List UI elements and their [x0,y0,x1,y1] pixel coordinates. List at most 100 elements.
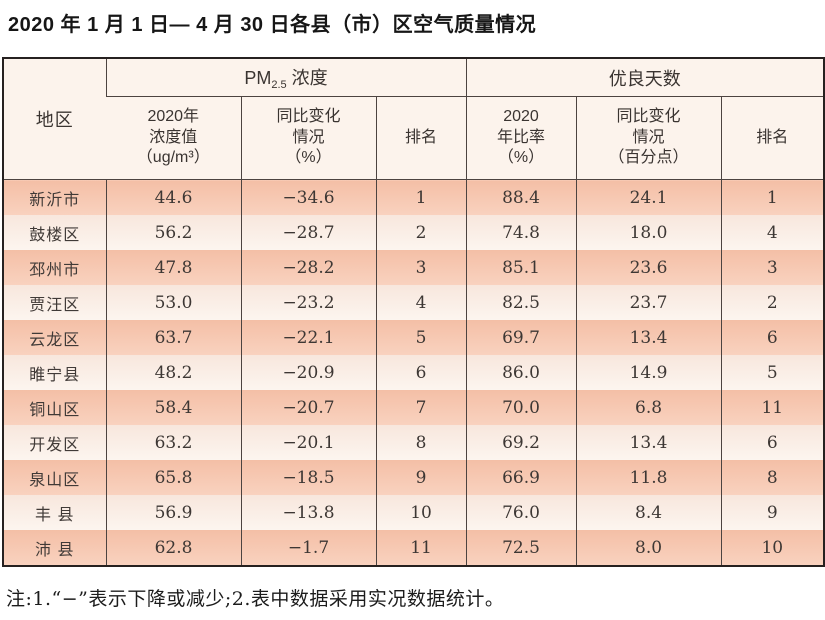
header-sub-row: 2020年 浓度值 （ug/m³） 同比变化 情况 （%） 排名 2020 年比… [3,96,825,180]
ratio-rank-cell: 6 [720,425,825,460]
ratio-rank-cell: 5 [720,355,825,390]
table-header: 地区 PM2.5 浓度 优良天数 2020年 浓度值 （ug/m³） 同比变化 … [3,58,825,180]
pm-value-cell: 63.2 [105,425,241,460]
table-row: 沛 县 62.8 −1.7 11 72.5 8.0 10 [3,530,825,566]
ratio-change-cell: 18.0 [575,215,722,250]
column-group-good-days: 优良天数 [465,58,825,97]
header-group-row: 地区 PM2.5 浓度 优良天数 [3,58,825,180]
region-cell: 泉山区 [3,460,106,495]
ratio-change-cell: 23.6 [575,250,722,285]
ratio-rank-cell: 4 [720,215,825,250]
ratio-cell: 70.0 [465,390,577,425]
ratio-cell: 86.0 [465,355,577,390]
pm-value-cell: 56.2 [105,215,241,250]
pm-change-cell: −13.8 [240,495,376,530]
footnote: 注:1.“−”表示下降或减少;2.表中数据采用实况数据统计。 [6,588,505,610]
ratio-change-cell: 14.9 [575,355,722,390]
ratio-rank-cell: 9 [720,495,825,530]
ratio-cell: 69.2 [465,425,577,460]
region-cell: 云龙区 [3,320,106,355]
table-row: 新沂市 44.6 −34.6 1 88.4 24.1 1 [3,179,825,215]
table-row: 云龙区 63.7 −22.1 5 69.7 13.4 6 [3,320,825,355]
region-cell: 丰 县 [3,495,106,530]
pm-change-cell: −23.2 [240,285,376,320]
pm-rank-cell: 7 [375,390,467,425]
region-cell: 新沂市 [3,179,106,215]
ratio-change-cell: 8.0 [575,530,722,566]
ratio-cell: 72.5 [465,530,577,566]
ratio-cell: 88.4 [465,179,577,215]
pm-rank-cell: 6 [375,355,467,390]
ratio-rank-cell: 1 [720,179,825,215]
region-cell: 鼓楼区 [3,215,106,250]
table-row: 邳州市 47.8 −28.2 3 85.1 23.6 3 [3,250,825,285]
region-cell: 邳州市 [3,250,106,285]
ratio-cell: 66.9 [465,460,577,495]
pm-change-cell: −20.7 [240,390,376,425]
ratio-change-cell: 8.4 [575,495,722,530]
table-row: 贾汪区 53.0 −23.2 4 82.5 23.7 2 [3,285,825,320]
table-row: 睢宁县 48.2 −20.9 6 86.0 14.9 5 [3,355,825,390]
region-cell: 睢宁县 [3,355,106,390]
ratio-rank-cell: 3 [720,250,825,285]
pm-rank-cell: 5 [375,320,467,355]
table-row: 泉山区 65.8 −18.5 9 66.9 11.8 8 [3,460,825,495]
pm-rank-cell: 11 [375,530,467,566]
pm25-label-suffix: 浓度 [286,68,328,88]
page-title: 2020 年 1 月 1 日— 4 月 30 日各县（市）区空气质量情况 [8,14,537,36]
pm-change-cell: −28.7 [240,215,376,250]
ratio-rank-cell: 8 [720,460,825,495]
pm25-label-prefix: PM [244,68,272,88]
table-body: 新沂市 44.6 −34.6 1 88.4 24.1 1 鼓楼区 56.2 −2… [3,179,825,566]
column-header-region: 地区 [3,58,106,180]
ratio-cell: 82.5 [465,285,577,320]
table-row: 丰 县 56.9 −13.8 10 76.0 8.4 9 [3,495,825,530]
column-header-pm-change: 同比变化 情况 （%） [240,96,376,180]
table-row: 鼓楼区 56.2 −28.7 2 74.8 18.0 4 [3,215,825,250]
pm-rank-cell: 10 [375,495,467,530]
pm-rank-cell: 8 [375,425,467,460]
ratio-cell: 85.1 [465,250,577,285]
column-group-pm25: PM2.5 浓度 [105,58,467,97]
ratio-rank-cell: 10 [720,530,825,566]
column-header-ratio: 2020 年比率 （%） [465,96,577,180]
ratio-change-cell: 24.1 [575,179,722,215]
pm-rank-cell: 9 [375,460,467,495]
table-row: 铜山区 58.4 −20.7 7 70.0 6.8 11 [3,390,825,425]
pm-rank-cell: 2 [375,215,467,250]
ratio-cell: 69.7 [465,320,577,355]
pm-rank-cell: 4 [375,285,467,320]
ratio-rank-cell: 6 [720,320,825,355]
pm25-label-subscript: 2.5 [271,79,287,91]
pm-value-cell: 62.8 [105,530,241,566]
column-header-pm-rank: 排名 [375,96,467,180]
pm-value-cell: 53.0 [105,285,241,320]
ratio-change-cell: 11.8 [575,460,722,495]
pm-rank-cell: 1 [375,179,467,215]
air-quality-table: 地区 PM2.5 浓度 优良天数 2020年 浓度值 （ug/m³） 同比变化 … [2,57,825,567]
pm-value-cell: 44.6 [105,179,241,215]
column-header-ratio-rank: 排名 [720,96,825,180]
pm-change-cell: −18.5 [240,460,376,495]
pm-value-cell: 56.9 [105,495,241,530]
pm-change-cell: −34.6 [240,179,376,215]
pm-change-cell: −1.7 [240,530,376,566]
pm-change-cell: −28.2 [240,250,376,285]
ratio-change-cell: 13.4 [575,425,722,460]
region-cell: 开发区 [3,425,106,460]
pm-value-cell: 47.8 [105,250,241,285]
table-row: 开发区 63.2 −20.1 8 69.2 13.4 6 [3,425,825,460]
region-cell: 沛 县 [3,530,106,566]
pm-value-cell: 48.2 [105,355,241,390]
ratio-rank-cell: 2 [720,285,825,320]
pm-value-cell: 65.8 [105,460,241,495]
ratio-change-cell: 13.4 [575,320,722,355]
pm-rank-cell: 3 [375,250,467,285]
column-header-pm-value: 2020年 浓度值 （ug/m³） [106,96,241,180]
pm-value-cell: 63.7 [105,320,241,355]
pm-change-cell: −20.1 [240,425,376,460]
region-cell: 铜山区 [3,390,106,425]
ratio-rank-cell: 11 [720,390,825,425]
pm-change-cell: −22.1 [240,320,376,355]
